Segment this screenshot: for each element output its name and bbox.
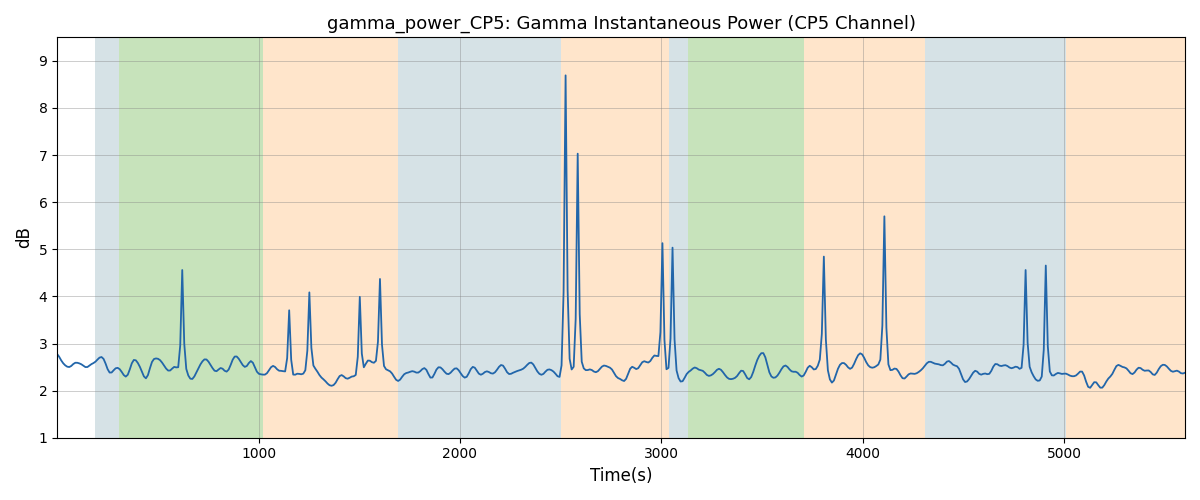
- Bar: [804, 38, 822, 438]
- Title: gamma_power_CP5: Gamma Instantaneous Power (CP5 Channel): gamma_power_CP5: Gamma Instantaneous Pow…: [326, 15, 916, 34]
- Bar: [822, 38, 925, 438]
- Bar: [397, 38, 420, 438]
- Bar: [925, 38, 1046, 438]
- Y-axis label: dB: dB: [16, 226, 34, 248]
- Bar: [688, 38, 804, 438]
- Bar: [1046, 38, 1066, 438]
- Bar: [581, 38, 670, 438]
- Bar: [1066, 38, 1184, 438]
- Bar: [96, 38, 119, 438]
- Bar: [119, 38, 263, 438]
- X-axis label: Time(s): Time(s): [590, 467, 653, 485]
- Bar: [420, 38, 560, 438]
- Bar: [263, 38, 397, 438]
- Bar: [670, 38, 688, 438]
- Bar: [560, 38, 581, 438]
